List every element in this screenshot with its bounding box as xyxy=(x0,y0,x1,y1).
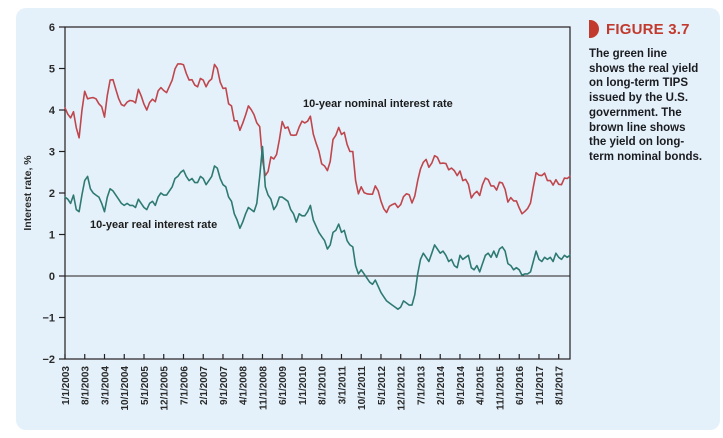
x-tick-label: 10/1/2004 xyxy=(120,366,131,411)
figure-caption: The green line shows the real yield on l… xyxy=(589,48,703,164)
y-tick-label: 6 xyxy=(49,22,55,34)
x-tick-label: 3/1/2011 xyxy=(337,366,348,405)
x-tick-label: 12/1/2012 xyxy=(397,366,408,411)
x-tick-label: 5/1/2012 xyxy=(377,366,388,405)
y-tick-label: 4 xyxy=(49,105,56,117)
plot-border xyxy=(64,26,571,360)
series-annotation: 10-year real interest rate xyxy=(90,219,217,231)
series-annotation: 10-year nominal interest rate xyxy=(303,98,453,110)
y-tick-label: 0 xyxy=(49,271,55,283)
x-tick-label: 4/1/2008 xyxy=(239,366,250,405)
y-axis-title: Interest rate, % xyxy=(22,155,34,231)
x-tick-label: 1/1/2017 xyxy=(535,366,546,405)
x-tick-label: 2/1/2014 xyxy=(436,366,447,405)
figure-sidebar: FIGURE 3.7 The green line shows the real… xyxy=(589,20,713,165)
x-tick-label: 2/1/2007 xyxy=(199,366,210,405)
figure-label: FIGURE 3.7 xyxy=(606,20,690,38)
x-tick-label: 1/1/2010 xyxy=(298,366,309,405)
y-tick-label: 2 xyxy=(49,188,55,200)
x-tick-label: 8/1/2003 xyxy=(81,366,92,405)
x-tick-label: 4/1/2015 xyxy=(476,366,487,405)
real-line-series xyxy=(64,145,571,311)
figure-marker-icon xyxy=(589,20,599,38)
x-tick-label: 7/1/2013 xyxy=(416,366,427,405)
figure-panel xyxy=(16,8,720,430)
y-tick-label: 5 xyxy=(49,63,55,75)
x-tick-label: 12/1/2005 xyxy=(160,366,171,411)
x-tick-label: 11/1/2008 xyxy=(258,366,269,410)
x-tick-label: 8/1/2010 xyxy=(318,366,329,405)
x-tick-label: 11/1/2015 xyxy=(495,366,506,410)
x-tick-label: 6/1/2009 xyxy=(278,366,289,405)
x-tick-label: 5/1/2005 xyxy=(140,366,151,405)
x-tick-label: 9/1/2007 xyxy=(219,366,230,405)
figure-header: FIGURE 3.7 xyxy=(589,20,713,38)
x-tick-label: 10/1/2011 xyxy=(357,366,368,410)
y-tick-label: 1 xyxy=(49,229,55,241)
x-tick-label: 7/1/2006 xyxy=(179,366,190,405)
x-tick-label: 9/1/2014 xyxy=(456,366,467,405)
x-tick-label: 3/1/2004 xyxy=(100,366,111,405)
y-tick-label: −1 xyxy=(42,312,55,324)
y-tick-label: −2 xyxy=(42,354,55,366)
x-tick-label: 6/1/2016 xyxy=(515,366,526,405)
y-tick-label: 3 xyxy=(49,146,55,158)
nominal-line-series xyxy=(64,63,571,215)
x-tick-label: 1/1/2003 xyxy=(61,366,72,405)
x-tick-label: 8/1/2017 xyxy=(555,366,566,405)
